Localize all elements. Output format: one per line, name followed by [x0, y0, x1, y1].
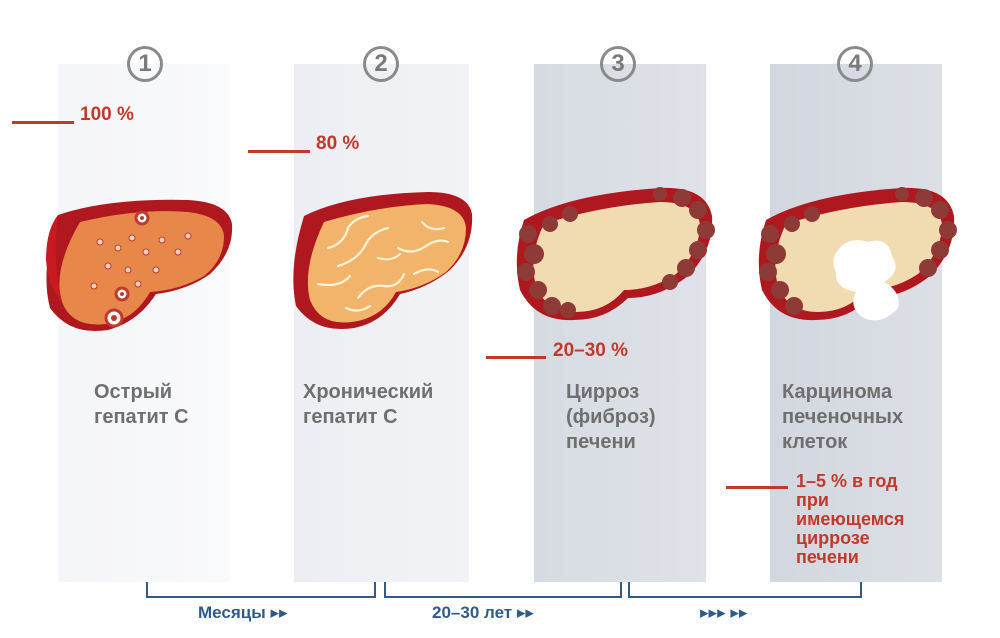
- stage-2-percent: 80 %: [316, 133, 360, 154]
- stage-3-percent-line: [486, 356, 546, 359]
- acute-liver-illustration: [46, 199, 233, 332]
- stage-4-note-line: [726, 486, 788, 489]
- stage-4-panel: [770, 64, 942, 582]
- stage-2-label: Хронический гепатит С: [303, 381, 434, 428]
- stage-4-label: Карцинома печеночных клеток: [782, 381, 904, 453]
- carcinoma-liver-illustration: [758, 187, 957, 321]
- stage-3-label: Цирроз (фиброз) печени: [566, 381, 656, 453]
- timeline-bracket-2: [384, 582, 622, 598]
- stage-1-percent-line: [12, 121, 74, 124]
- stage-4-note: 1–5 % в год при имеющемся циррозе печени: [796, 471, 905, 567]
- stage-4-number: 4: [837, 46, 873, 82]
- stage-1-label: Острый гепатит С: [94, 381, 189, 428]
- timeline-label-years: 20–30 лет ▸▸: [432, 603, 534, 622]
- stage-1-percent: 100 %: [80, 104, 134, 125]
- timeline-label-arrows: ▸▸▸ ▸▸: [700, 603, 748, 622]
- stage-2-percent-line: [248, 150, 310, 153]
- chronic-liver-illustration: [293, 192, 473, 330]
- stage-3-panel: [534, 64, 706, 582]
- tumor-mass: [833, 240, 899, 321]
- stage-3-number: 3: [600, 46, 636, 82]
- cirrhosis-liver-illustration: [516, 187, 715, 321]
- timeline-bracket-3: [628, 582, 862, 598]
- stage-3-percent: 20–30 %: [553, 340, 629, 361]
- timeline-label-months: Месяцы ▸▸: [198, 603, 288, 622]
- stage-2-number: 2: [363, 46, 399, 82]
- stage-1-number: 1: [127, 46, 163, 82]
- timeline-bracket-1: [146, 582, 376, 598]
